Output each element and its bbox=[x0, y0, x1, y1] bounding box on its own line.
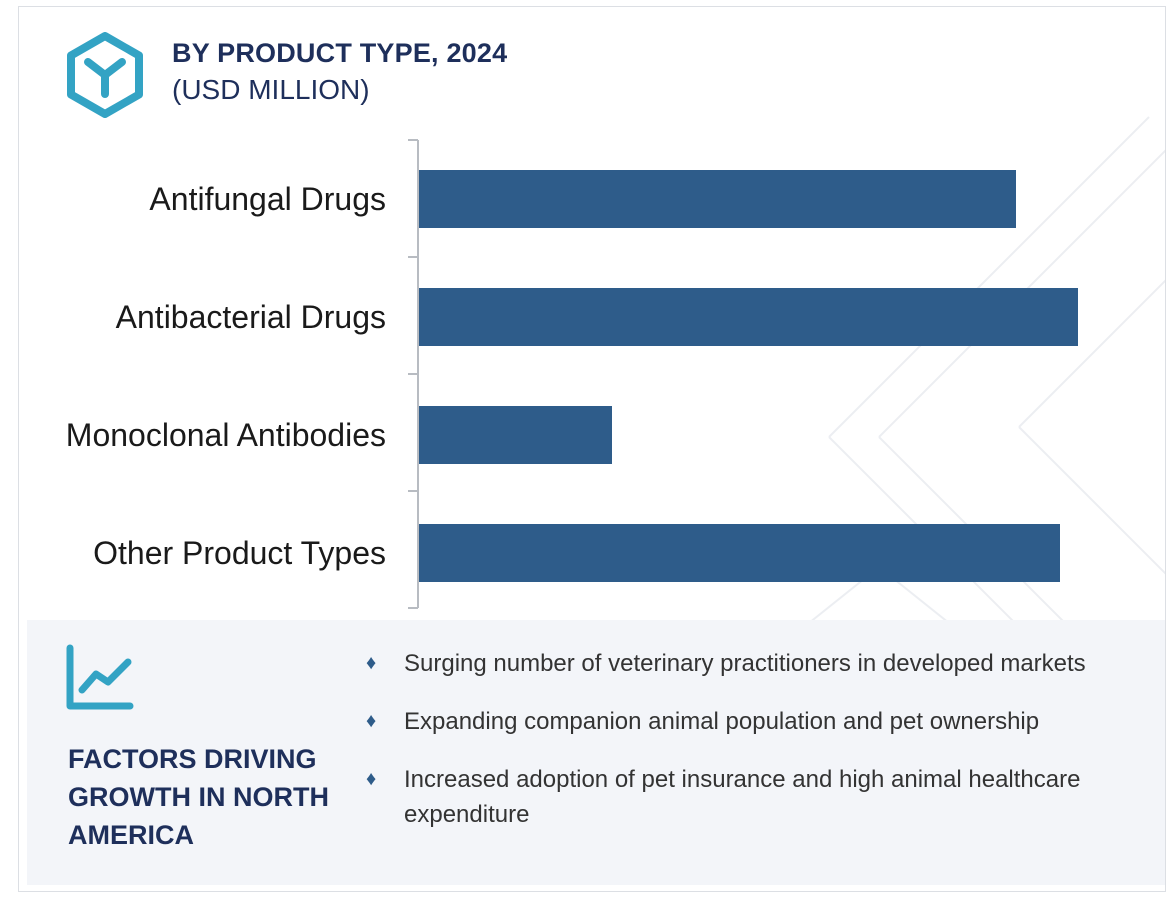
category-label: Monoclonal Antibodies bbox=[66, 417, 386, 453]
chart-title: BY PRODUCT TYPE, 2024 bbox=[172, 38, 508, 68]
bar bbox=[419, 406, 612, 464]
factor-text: Increased adoption of pet insurance and … bbox=[404, 766, 1081, 828]
factor-text: Surging number of veterinary practitione… bbox=[404, 650, 1086, 677]
trend-chart-icon bbox=[66, 644, 134, 710]
cube-logo-icon bbox=[67, 32, 143, 118]
factor-item: ♦ Increased adoption of pet insurance and… bbox=[366, 762, 1126, 832]
factors-panel bbox=[27, 620, 1165, 885]
category-label: Antifungal Drugs bbox=[149, 181, 386, 217]
diamond-bullet-icon: ♦ bbox=[366, 652, 377, 674]
bar-chart: Antifungal Drugs Antibacterial Drugs Monoc… bbox=[66, 139, 1078, 609]
diamond-bullet-icon: ♦ bbox=[366, 710, 377, 732]
factors-title: FACTORS DRIVING GROWTH IN NORTH AMERICA bbox=[68, 744, 329, 850]
factor-item: ♦ Expanding companion animal population a… bbox=[366, 704, 1126, 739]
diamond-bullet-icon: ♦ bbox=[366, 768, 377, 790]
category-label: Other Product Types bbox=[93, 535, 386, 571]
factors-list: ♦ Surging number of veterinary practition… bbox=[366, 646, 1126, 855]
chart-subtitle: (USD MILLION) bbox=[172, 74, 370, 105]
bar bbox=[419, 170, 1016, 228]
bar bbox=[419, 524, 1060, 582]
bar bbox=[419, 288, 1078, 346]
factor-text: Expanding companion animal population an… bbox=[404, 708, 1040, 735]
category-label: Antibacterial Drugs bbox=[116, 299, 386, 335]
factor-item: ♦ Surging number of veterinary practition… bbox=[366, 646, 1126, 681]
